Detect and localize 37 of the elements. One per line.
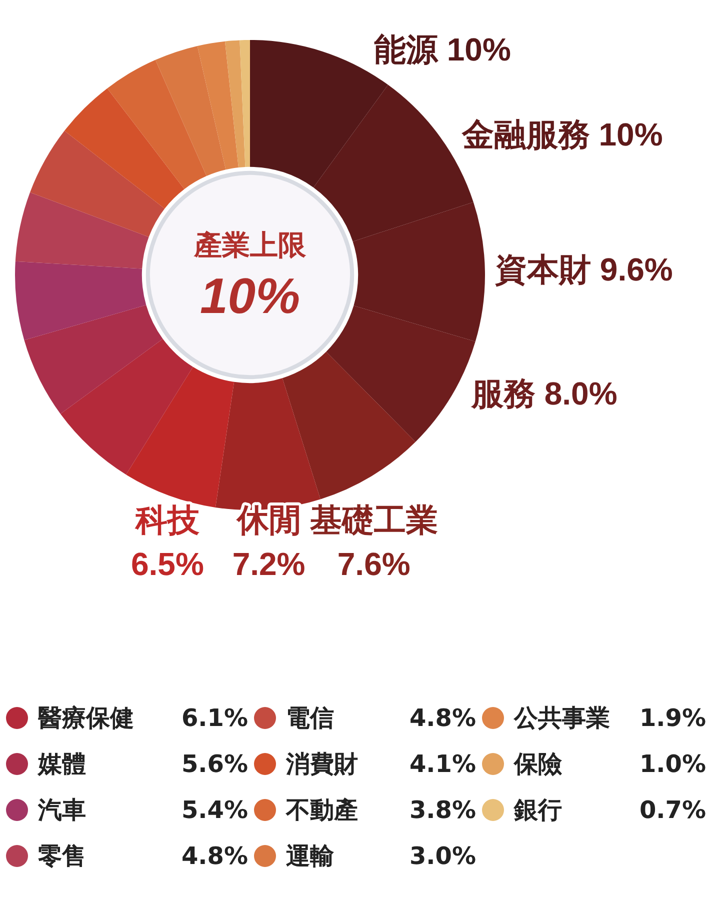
data-label: 6.1% [181, 704, 248, 732]
legend-label: 電信 [286, 703, 335, 734]
legend-label: 消費財 [286, 749, 359, 780]
legend-label: 不動產 [286, 795, 359, 826]
text: 產業上限 [193, 230, 307, 261]
data-label: 3.8% [409, 796, 476, 824]
legend-label: 銀行 [514, 795, 563, 826]
legend-label: 醫療保健 [38, 703, 135, 734]
data-label: 6.5% [131, 546, 204, 582]
data-label: 3.0% [409, 842, 476, 870]
slice-label: 能源 [374, 31, 439, 68]
legend-label: 保險 [514, 749, 563, 780]
legend-label: 汽車 [38, 795, 87, 826]
data-label: 7.6% [337, 546, 410, 582]
legend-label: 零售 [38, 841, 87, 872]
legend-label: 媒體 [38, 749, 87, 780]
slice-label: 科技 [134, 502, 200, 538]
data-label: 4.8% [181, 842, 248, 870]
data-label: 5.4% [181, 796, 248, 824]
data-label: 9.6% [600, 252, 673, 288]
data-label: 10% [598, 116, 663, 153]
data-label: 1.0% [639, 750, 706, 778]
data-label: 4.1% [409, 750, 476, 778]
slice-label: 金融服務 [460, 116, 590, 153]
data-label: 10% [446, 31, 511, 68]
slice-label: 基礎工業 [308, 502, 438, 538]
data-label: 5.6% [181, 750, 248, 778]
data-label: 4.8% [409, 704, 476, 732]
data-label: 1.9% [639, 704, 706, 732]
data-label: 8.0% [544, 375, 618, 412]
legend-label: 運輸 [286, 841, 335, 872]
slice-label: 資本財 [494, 252, 591, 288]
data-label: 7.2% [232, 546, 306, 582]
text: 10% [200, 268, 300, 324]
slice-label: 服務 [470, 375, 536, 412]
data-label: 0.7% [639, 796, 706, 824]
legend-label: 公共事業 [514, 703, 611, 734]
